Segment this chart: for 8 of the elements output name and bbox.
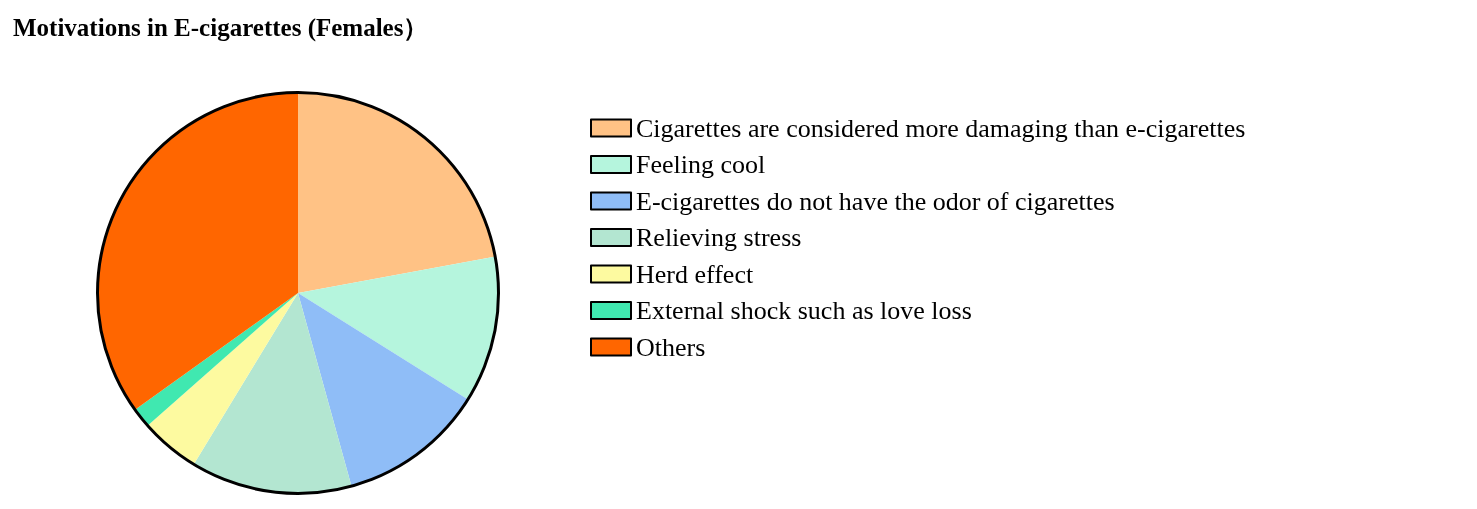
legend-label: Feeling cool (636, 150, 766, 179)
legend-label: Relieving stress (636, 223, 802, 252)
legend-label: Cigarettes are considered more damaging than e-cigarettes (636, 113, 1246, 143)
legend-label: Others (636, 332, 706, 362)
chart-title: Motivations in E-cigarettes (Females） (13, 14, 429, 42)
legend-label: External shock such as love loss (636, 296, 972, 325)
legend-label: E-cigarettes do not have the odor of cigarettes (636, 186, 1115, 216)
legend-label: Herd effect (636, 259, 754, 289)
